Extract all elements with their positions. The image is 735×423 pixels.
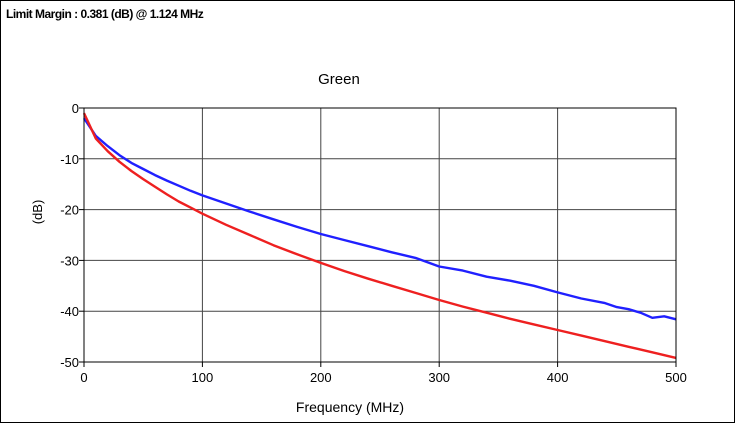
x-tick-label: 100 — [192, 370, 214, 385]
x-tick-label: 400 — [547, 370, 569, 385]
y-tick-label: -20 — [60, 203, 79, 218]
grid — [84, 108, 676, 362]
x-tick-label: 500 — [665, 370, 687, 385]
x-axis-label: Frequency (MHz) — [296, 399, 404, 415]
y-tick-label: -10 — [60, 152, 79, 167]
series-line-red — [84, 113, 676, 358]
y-tick-label: 0 — [72, 101, 79, 116]
chart-title: Green — [318, 71, 360, 88]
y-tick-label: -40 — [60, 304, 79, 319]
x-tick-label: 0 — [80, 370, 87, 385]
y-axis-label: (dB) — [30, 200, 45, 225]
y-tick-label: -50 — [60, 355, 79, 370]
series-line-blue — [84, 118, 676, 319]
series-group — [84, 113, 676, 358]
axis-ticks: 0 100 200 300 400 500 0 -10 -20 -30 -40 -50 — [60, 101, 687, 385]
y-tick-label: -30 — [60, 253, 79, 268]
plot-area — [84, 108, 676, 362]
x-tick-label: 200 — [310, 370, 332, 385]
x-tick-label: 300 — [428, 370, 450, 385]
